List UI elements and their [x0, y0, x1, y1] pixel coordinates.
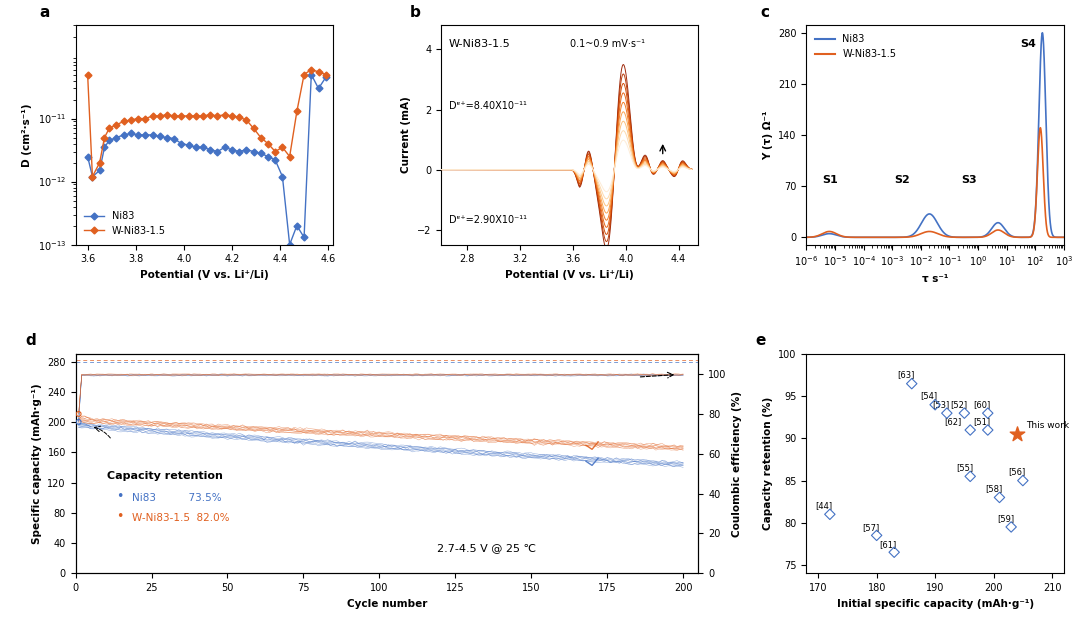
Text: [51]: [51] — [973, 417, 990, 426]
Y-axis label: Current (mA): Current (mA) — [402, 97, 411, 173]
Point — [1009, 429, 1026, 440]
Text: [55]: [55] — [956, 463, 973, 472]
Point — [1002, 522, 1020, 532]
Text: •: • — [116, 510, 123, 522]
Text: [54]: [54] — [921, 392, 937, 401]
Text: [61]: [61] — [880, 540, 897, 549]
Text: S3: S3 — [961, 175, 976, 185]
Point — [886, 547, 903, 557]
Point — [70, 417, 87, 427]
Text: S2: S2 — [894, 175, 909, 185]
X-axis label: Potential (V vs. Li⁺/Li): Potential (V vs. Li⁺/Li) — [505, 270, 634, 280]
Y-axis label: Coulombic efficiency (%): Coulombic efficiency (%) — [732, 390, 742, 537]
Text: Ni83          73.5%: Ni83 73.5% — [132, 493, 221, 503]
Point — [956, 408, 973, 419]
Text: d: d — [26, 333, 37, 348]
Point — [961, 425, 978, 435]
Text: [60]: [60] — [973, 400, 990, 409]
Point — [980, 408, 997, 419]
Point — [927, 399, 944, 410]
X-axis label: Cycle number: Cycle number — [347, 599, 428, 608]
Y-axis label: Capacity retention (%): Capacity retention (%) — [762, 397, 773, 531]
Text: a: a — [40, 4, 50, 20]
Text: [57]: [57] — [862, 523, 879, 532]
Text: [53]: [53] — [932, 400, 949, 409]
Point — [939, 408, 956, 419]
Legend: Ni83, W-Ni83-1.5: Ni83, W-Ni83-1.5 — [811, 31, 901, 63]
Y-axis label: Specific capacity (mAh·g⁻¹): Specific capacity (mAh·g⁻¹) — [31, 383, 42, 544]
Text: [58]: [58] — [985, 484, 1002, 493]
Legend: Ni83, W-Ni83-1.5: Ni83, W-Ni83-1.5 — [81, 207, 170, 240]
Text: Dᵄ⁺=8.40X10⁻¹¹: Dᵄ⁺=8.40X10⁻¹¹ — [449, 101, 527, 111]
Point — [990, 492, 1008, 503]
Point — [1014, 475, 1031, 485]
Text: [44]: [44] — [815, 501, 833, 510]
Point — [70, 409, 87, 419]
Text: [52]: [52] — [950, 400, 967, 409]
Text: [56]: [56] — [1009, 468, 1026, 476]
X-axis label: τ s⁻¹: τ s⁻¹ — [922, 274, 948, 283]
Text: e: e — [755, 333, 766, 348]
Text: This work: This work — [1026, 421, 1069, 430]
Text: 0.1~0.9 mV·s⁻¹: 0.1~0.9 mV·s⁻¹ — [570, 39, 645, 50]
Text: [63]: [63] — [897, 371, 915, 380]
Point — [980, 425, 997, 435]
Text: S1: S1 — [822, 175, 838, 185]
X-axis label: Potential (V vs. Li⁺/Li): Potential (V vs. Li⁺/Li) — [140, 270, 269, 280]
Text: Dᵄ⁺=2.90X10⁻¹¹: Dᵄ⁺=2.90X10⁻¹¹ — [449, 215, 527, 225]
Point — [903, 378, 920, 389]
Text: •: • — [116, 490, 123, 503]
Text: S4: S4 — [1020, 39, 1036, 50]
Text: [59]: [59] — [997, 513, 1014, 523]
Text: c: c — [760, 4, 769, 20]
Text: [62]: [62] — [944, 417, 961, 426]
Text: W-Ni83-1.5: W-Ni83-1.5 — [449, 39, 511, 50]
Text: 2.7-4.5 V @ 25 ℃: 2.7-4.5 V @ 25 ℃ — [436, 543, 536, 554]
Y-axis label: Y (τ) Ω⁻¹: Y (τ) Ω⁻¹ — [762, 110, 772, 160]
Text: Capacity retention: Capacity retention — [107, 471, 222, 481]
Point — [961, 471, 978, 482]
Y-axis label: D (cm²·s⁻¹): D (cm²·s⁻¹) — [22, 103, 32, 167]
Text: b: b — [410, 4, 421, 20]
Point — [868, 530, 886, 540]
X-axis label: Initial specific capacity (mAh·g⁻¹): Initial specific capacity (mAh·g⁻¹) — [837, 599, 1034, 608]
Text: W-Ni83-1.5  82.0%: W-Ni83-1.5 82.0% — [132, 513, 229, 523]
Point — [821, 509, 838, 519]
